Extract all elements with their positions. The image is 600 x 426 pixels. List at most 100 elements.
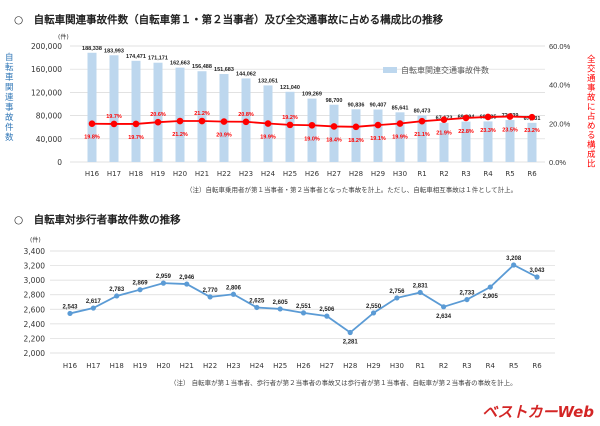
chart2-note: （注） 自転車が第１当事者、歩行者が第２当事者の事故又は歩行者が第１当事者、自転… — [170, 379, 517, 387]
y-axis-label: 件 — [5, 122, 14, 133]
data-point — [67, 310, 73, 317]
x-tick-label: H27 — [327, 170, 341, 178]
x-tick-label: R4 — [483, 170, 493, 178]
bar-label: 174,471 — [126, 54, 146, 60]
ratio-point — [88, 120, 96, 128]
y2-tick-label: 20.0% — [549, 119, 571, 128]
bar-label: 183,993 — [104, 48, 124, 54]
data-label: 3,043 — [529, 268, 545, 274]
data-label: 2,806 — [226, 285, 242, 291]
y-tick-label: 160,000 — [31, 65, 62, 74]
x-tick-label: H16 — [63, 362, 78, 370]
bar — [109, 55, 119, 163]
bar — [461, 121, 471, 162]
legend-swatch — [383, 67, 397, 73]
data-label: 2,831 — [413, 283, 429, 289]
data-point — [347, 329, 353, 336]
x-tick-label: H21 — [180, 362, 194, 370]
y-tick-label: 2,000 — [24, 349, 46, 358]
y2-tick-label: 40.0% — [549, 81, 571, 90]
bar-label: 144,062 — [236, 71, 256, 77]
y2-axis-label: 交 — [587, 64, 596, 75]
x-tick-label: H18 — [110, 362, 124, 370]
ratio-label: 18.2% — [348, 138, 364, 144]
data-label: 2,543 — [62, 304, 78, 310]
y-axis-label: 故 — [5, 112, 14, 123]
ratio-label: 21.9% — [436, 131, 452, 137]
y2-axis-label: る — [587, 131, 596, 141]
x-tick-label: H20 — [173, 170, 187, 178]
x-tick-label: R1 — [417, 170, 426, 178]
x-tick-label: R5 — [505, 170, 514, 178]
bar-label: 151,683 — [214, 67, 234, 73]
data-point — [394, 295, 400, 301]
bar-label: 132,051 — [258, 78, 278, 84]
x-tick-label: H16 — [85, 170, 100, 178]
x-tick-label: H18 — [129, 170, 143, 178]
x-tick-label: H25 — [273, 362, 287, 370]
data-point — [464, 296, 470, 303]
x-tick-label: H30 — [390, 362, 404, 370]
bar-label: 80,473 — [414, 108, 431, 114]
x-tick-label: H23 — [226, 362, 240, 370]
y2-axis-label: 故 — [587, 92, 596, 103]
bar — [373, 109, 383, 162]
y2-tick-label: 0.0% — [549, 158, 566, 167]
data-point — [441, 304, 447, 310]
ratio-point — [440, 116, 448, 123]
data-label: 2,617 — [86, 299, 102, 305]
ratio-point — [484, 113, 492, 121]
ratio-point — [286, 121, 294, 129]
x-tick-label: H19 — [133, 362, 147, 370]
x-tick-label: H28 — [349, 170, 363, 178]
ratio-label: 23.2% — [524, 128, 540, 134]
data-point — [534, 274, 540, 280]
data-point — [324, 313, 330, 319]
ratio-label: 23.5% — [502, 128, 518, 134]
y-axis-label: 車 — [5, 72, 14, 83]
ratio-point — [110, 120, 118, 128]
data-point — [254, 304, 260, 311]
data-point — [277, 306, 283, 312]
y-axis-label: 転 — [5, 63, 14, 73]
bar-label: 156,488 — [192, 64, 212, 70]
data-point — [207, 294, 213, 300]
y-tick-label: 80,000 — [36, 112, 62, 121]
ratio-label: 18.4% — [326, 137, 342, 143]
ratio-label: 19.1% — [370, 136, 386, 142]
x-tick-label: H19 — [151, 170, 165, 178]
data-label: 2,783 — [109, 287, 125, 293]
bar — [131, 60, 141, 162]
x-tick-label: H26 — [296, 362, 311, 370]
ratio-label: 19.8% — [84, 135, 100, 141]
y2-axis-label: 構 — [587, 140, 596, 151]
data-point — [417, 289, 423, 296]
ratio-point — [308, 121, 316, 129]
x-tick-label: R2 — [439, 362, 448, 370]
ratio-point — [154, 118, 162, 126]
bar-label: 171,171 — [148, 56, 168, 62]
ratio-point — [396, 120, 404, 127]
data-label: 2,634 — [436, 314, 452, 320]
x-tick-label: R2 — [439, 170, 448, 178]
y2-axis-label: 全 — [587, 54, 596, 65]
x-tick-label: R5 — [509, 362, 518, 370]
bar-label: 90,836 — [348, 102, 365, 108]
data-label: 2,550 — [366, 304, 382, 310]
x-tick-label: H30 — [393, 170, 407, 178]
y-axis-label: 自 — [5, 52, 14, 63]
data-label: 2,605 — [273, 300, 289, 306]
x-tick-label: R6 — [527, 170, 537, 178]
ratio-label: 19.0% — [304, 136, 320, 142]
bar — [439, 122, 449, 162]
y-tick-label: 120,000 — [31, 88, 62, 97]
y-tick-label: 3,000 — [24, 276, 46, 285]
ratio-point — [198, 117, 206, 125]
ratio-label: 21.2% — [194, 111, 210, 117]
ratio-point — [220, 118, 228, 125]
ratio-label: 19.9% — [260, 135, 276, 141]
y2-axis-label: に — [587, 103, 596, 113]
data-label: 2,551 — [296, 304, 312, 310]
y-axis-label: 事 — [5, 102, 14, 113]
bar — [87, 52, 97, 162]
